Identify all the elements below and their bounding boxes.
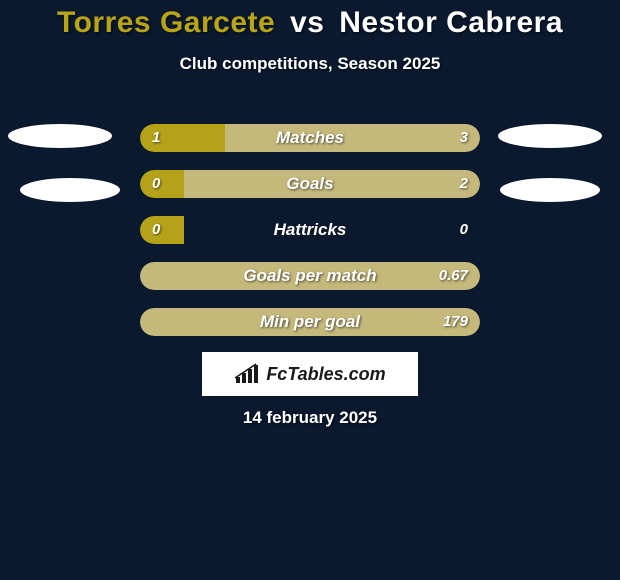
- page-title: Torres Garcete vs Nestor Cabrera: [0, 0, 620, 40]
- stat-value-left: 0: [152, 216, 160, 244]
- decorative-ellipse: [8, 124, 112, 148]
- stat-row: Matches1 3: [140, 124, 480, 152]
- stat-value-right: 0: [460, 216, 468, 244]
- stat-row: Hattricks0 0: [140, 216, 480, 244]
- fctables-logo: FcTables.com: [202, 352, 418, 396]
- stat-row: Goals per match0.67: [140, 262, 480, 290]
- stats-rows: Matches13Goals02Hattricks00Goals per mat…: [140, 124, 480, 354]
- stat-row: Min per goal179: [140, 308, 480, 336]
- stat-label: Hattricks: [140, 216, 480, 244]
- decorative-ellipse: [500, 178, 600, 202]
- player2-name: Nestor Cabrera: [339, 6, 563, 39]
- stat-value-right: 0.67: [439, 262, 468, 290]
- stat-label: Matches: [140, 124, 480, 152]
- player1-name: Torres Garcete: [57, 6, 275, 39]
- stat-value-right: 3: [460, 124, 468, 152]
- bar-chart-icon: [234, 363, 262, 385]
- stat-label: Goals: [140, 170, 480, 198]
- vs-text: vs: [290, 6, 324, 39]
- stat-value-right: 2: [460, 170, 468, 198]
- stat-value-left: 1: [152, 124, 160, 152]
- stat-value-right: 179: [443, 308, 468, 336]
- stat-label: Min per goal: [140, 308, 480, 336]
- logo-text: FcTables.com: [266, 364, 385, 385]
- comparison-infographic: Torres Garcete vs Nestor Cabrera Club co…: [0, 0, 620, 580]
- subtitle: Club competitions, Season 2025: [0, 54, 620, 74]
- stat-row: Goals0 2: [140, 170, 480, 198]
- date-label: 14 february 2025: [0, 408, 620, 428]
- stat-value-left: 0: [152, 170, 160, 198]
- stat-label: Goals per match: [140, 262, 480, 290]
- decorative-ellipse: [20, 178, 120, 202]
- decorative-ellipse: [498, 124, 602, 148]
